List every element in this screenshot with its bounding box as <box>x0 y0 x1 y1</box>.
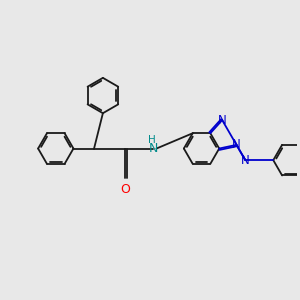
Text: N: N <box>148 142 158 155</box>
Text: O: O <box>120 183 130 196</box>
Text: N: N <box>232 138 241 152</box>
Text: N: N <box>218 114 226 127</box>
Text: N: N <box>241 154 250 167</box>
Text: H: H <box>148 135 156 145</box>
